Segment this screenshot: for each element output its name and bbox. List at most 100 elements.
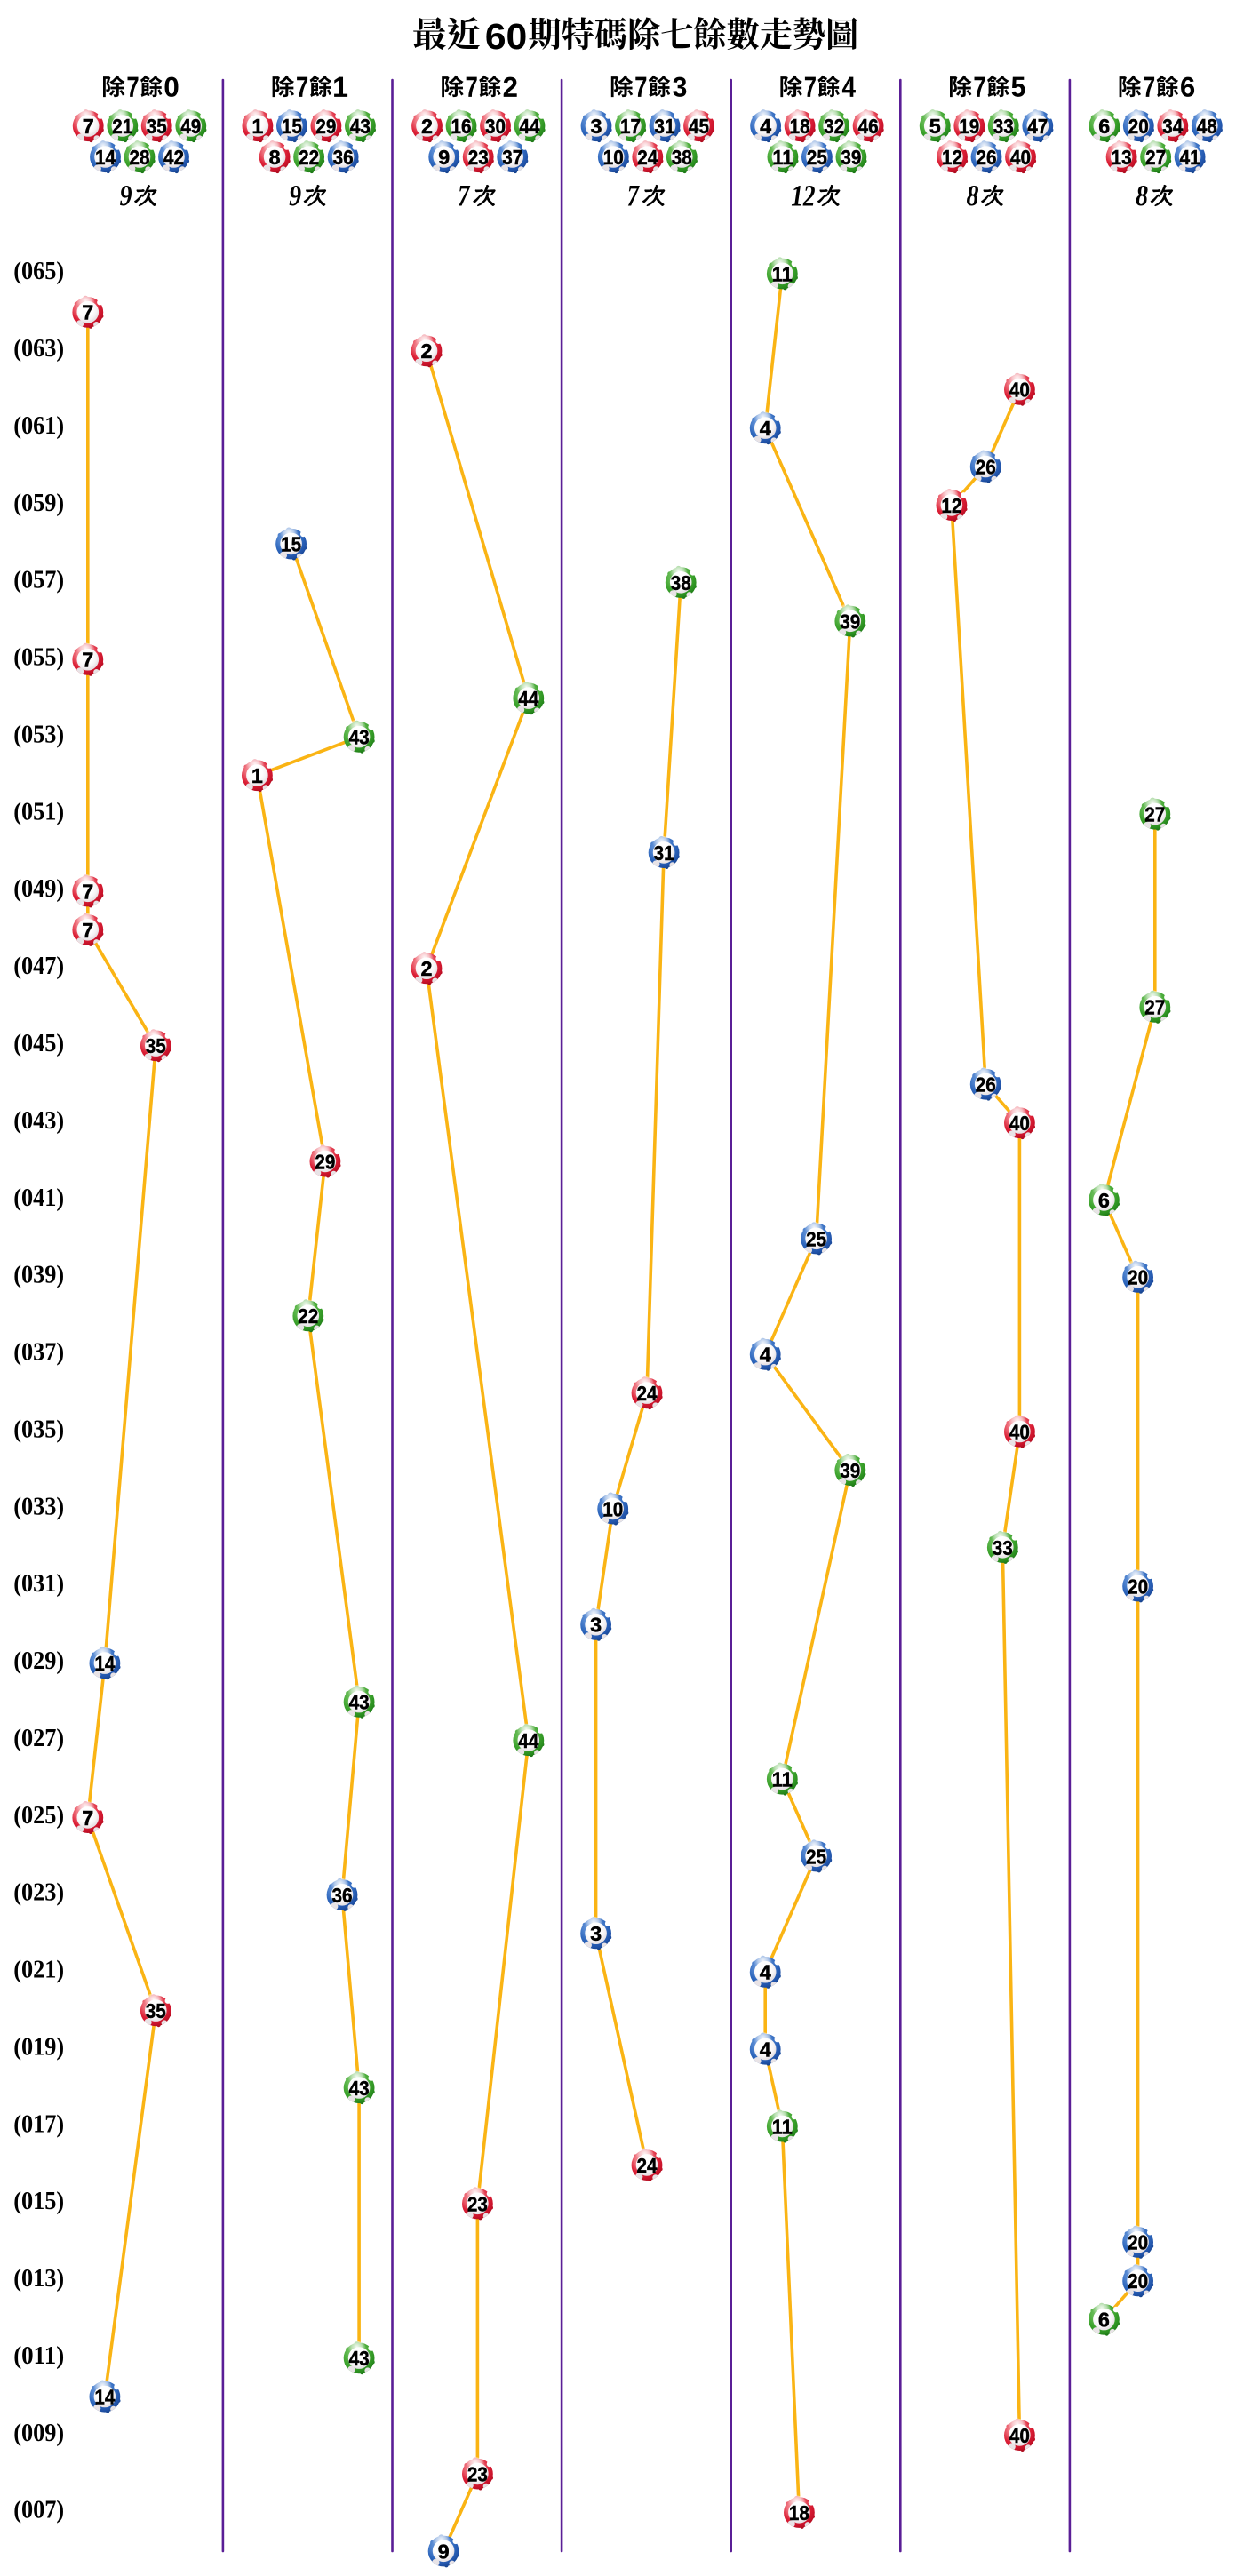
svg-text:(017): (017) — [13, 2109, 64, 2138]
svg-text:(009): (009) — [13, 2419, 64, 2447]
svg-text:43: 43 — [349, 2077, 370, 2100]
svg-text:39: 39 — [841, 146, 861, 169]
svg-text:17: 17 — [620, 115, 641, 138]
svg-text:18: 18 — [789, 2501, 809, 2524]
svg-text:(015): (015) — [13, 2187, 64, 2215]
svg-text:14: 14 — [94, 1652, 115, 1675]
svg-text:9: 9 — [438, 146, 450, 169]
svg-text:25: 25 — [806, 1845, 826, 1868]
svg-text:43: 43 — [350, 115, 371, 138]
svg-text:6: 6 — [1098, 2309, 1110, 2332]
svg-text:31: 31 — [654, 841, 674, 865]
svg-text:11: 11 — [772, 2115, 793, 2138]
svg-text:(051): (051) — [13, 797, 64, 825]
svg-text:(033): (033) — [13, 1492, 64, 1520]
svg-text:7: 7 — [82, 919, 93, 942]
svg-text:20: 20 — [1128, 115, 1149, 138]
svg-text:3: 3 — [591, 115, 602, 138]
svg-text:2: 2 — [421, 339, 433, 363]
svg-text:2: 2 — [421, 957, 433, 980]
svg-text:20: 20 — [1128, 2269, 1148, 2293]
svg-text:49: 49 — [180, 115, 201, 138]
svg-text:2: 2 — [421, 115, 433, 138]
svg-text:37: 37 — [502, 146, 522, 169]
svg-text:10: 10 — [602, 1497, 623, 1520]
svg-text:47: 47 — [1027, 115, 1048, 138]
svg-text:(023): (023) — [13, 1878, 64, 1907]
svg-text:(035): (035) — [13, 1415, 64, 1443]
svg-text:27: 27 — [1145, 146, 1166, 169]
svg-text:29: 29 — [315, 115, 336, 138]
svg-text:43: 43 — [349, 726, 370, 749]
svg-text:40: 40 — [1009, 1421, 1030, 1444]
svg-text:1: 1 — [251, 764, 263, 787]
svg-text:4: 4 — [760, 1961, 771, 1984]
svg-text:(031): (031) — [13, 1569, 64, 1598]
svg-text:33: 33 — [993, 115, 1014, 138]
svg-text:(011): (011) — [13, 2341, 64, 2370]
svg-text:(057): (057) — [13, 566, 64, 594]
svg-text:(049): (049) — [13, 874, 64, 903]
svg-text:35: 35 — [146, 1999, 166, 2022]
svg-text:(043): (043) — [13, 1106, 64, 1135]
svg-text:7: 7 — [83, 115, 94, 138]
svg-text:4: 4 — [760, 2038, 771, 2062]
svg-text:19: 19 — [959, 115, 979, 138]
svg-text:4: 4 — [760, 417, 771, 440]
svg-text:39: 39 — [840, 610, 860, 633]
svg-text:26: 26 — [977, 146, 997, 169]
svg-text:30: 30 — [485, 115, 506, 138]
svg-text:39: 39 — [840, 1459, 860, 1482]
svg-text:(021): (021) — [13, 1956, 64, 1984]
svg-text:40: 40 — [1009, 1112, 1030, 1135]
svg-text:(059): (059) — [13, 489, 64, 517]
svg-text:26: 26 — [976, 456, 996, 479]
svg-text:40: 40 — [1010, 146, 1031, 169]
svg-text:28: 28 — [130, 146, 150, 169]
svg-text:20: 20 — [1128, 2231, 1148, 2254]
svg-text:35: 35 — [146, 1034, 166, 1057]
svg-text:23: 23 — [467, 2462, 488, 2485]
svg-text:11: 11 — [772, 262, 793, 285]
svg-text:12: 12 — [941, 494, 961, 517]
svg-text:24: 24 — [637, 2154, 658, 2177]
svg-text:44: 44 — [520, 115, 540, 138]
svg-text:14: 14 — [94, 2386, 115, 2409]
svg-text:34: 34 — [1162, 115, 1183, 138]
svg-text:(041): (041) — [13, 1184, 64, 1212]
svg-text:26: 26 — [976, 1073, 996, 1097]
svg-text:(007): (007) — [13, 2496, 64, 2524]
svg-text:6: 6 — [1098, 115, 1110, 138]
svg-text:12: 12 — [942, 146, 962, 169]
svg-text:48: 48 — [1197, 115, 1217, 138]
svg-text:3: 3 — [590, 1922, 602, 1945]
svg-text:35: 35 — [147, 115, 167, 138]
svg-text:46: 46 — [858, 115, 879, 138]
svg-text:33: 33 — [993, 1536, 1013, 1559]
svg-text:(039): (039) — [13, 1261, 64, 1289]
svg-text:5: 5 — [929, 115, 941, 138]
svg-text:29: 29 — [315, 1150, 335, 1173]
svg-text:44: 44 — [518, 1729, 538, 1752]
svg-text:20: 20 — [1128, 1575, 1148, 1598]
svg-text:10: 10 — [603, 146, 624, 169]
svg-text:(055): (055) — [13, 643, 64, 672]
svg-text:44: 44 — [518, 687, 538, 710]
svg-text:31: 31 — [655, 115, 675, 138]
svg-text:36: 36 — [332, 1884, 353, 1907]
svg-text:7: 7 — [82, 301, 93, 324]
svg-text:(047): (047) — [13, 952, 64, 980]
svg-text:15: 15 — [281, 532, 301, 555]
svg-text:(025): (025) — [13, 1801, 64, 1830]
svg-text:3: 3 — [590, 1614, 602, 1637]
svg-text:43: 43 — [349, 1691, 370, 1714]
svg-text:40: 40 — [1009, 2424, 1030, 2447]
svg-text:22: 22 — [299, 146, 319, 169]
svg-text:1: 1 — [251, 115, 263, 138]
svg-text:7: 7 — [82, 1806, 93, 1830]
svg-text:8: 8 — [269, 146, 281, 169]
svg-text:36: 36 — [333, 146, 354, 169]
svg-text:23: 23 — [467, 2192, 488, 2215]
svg-text:42: 42 — [163, 146, 184, 169]
svg-text:20: 20 — [1128, 1266, 1148, 1289]
